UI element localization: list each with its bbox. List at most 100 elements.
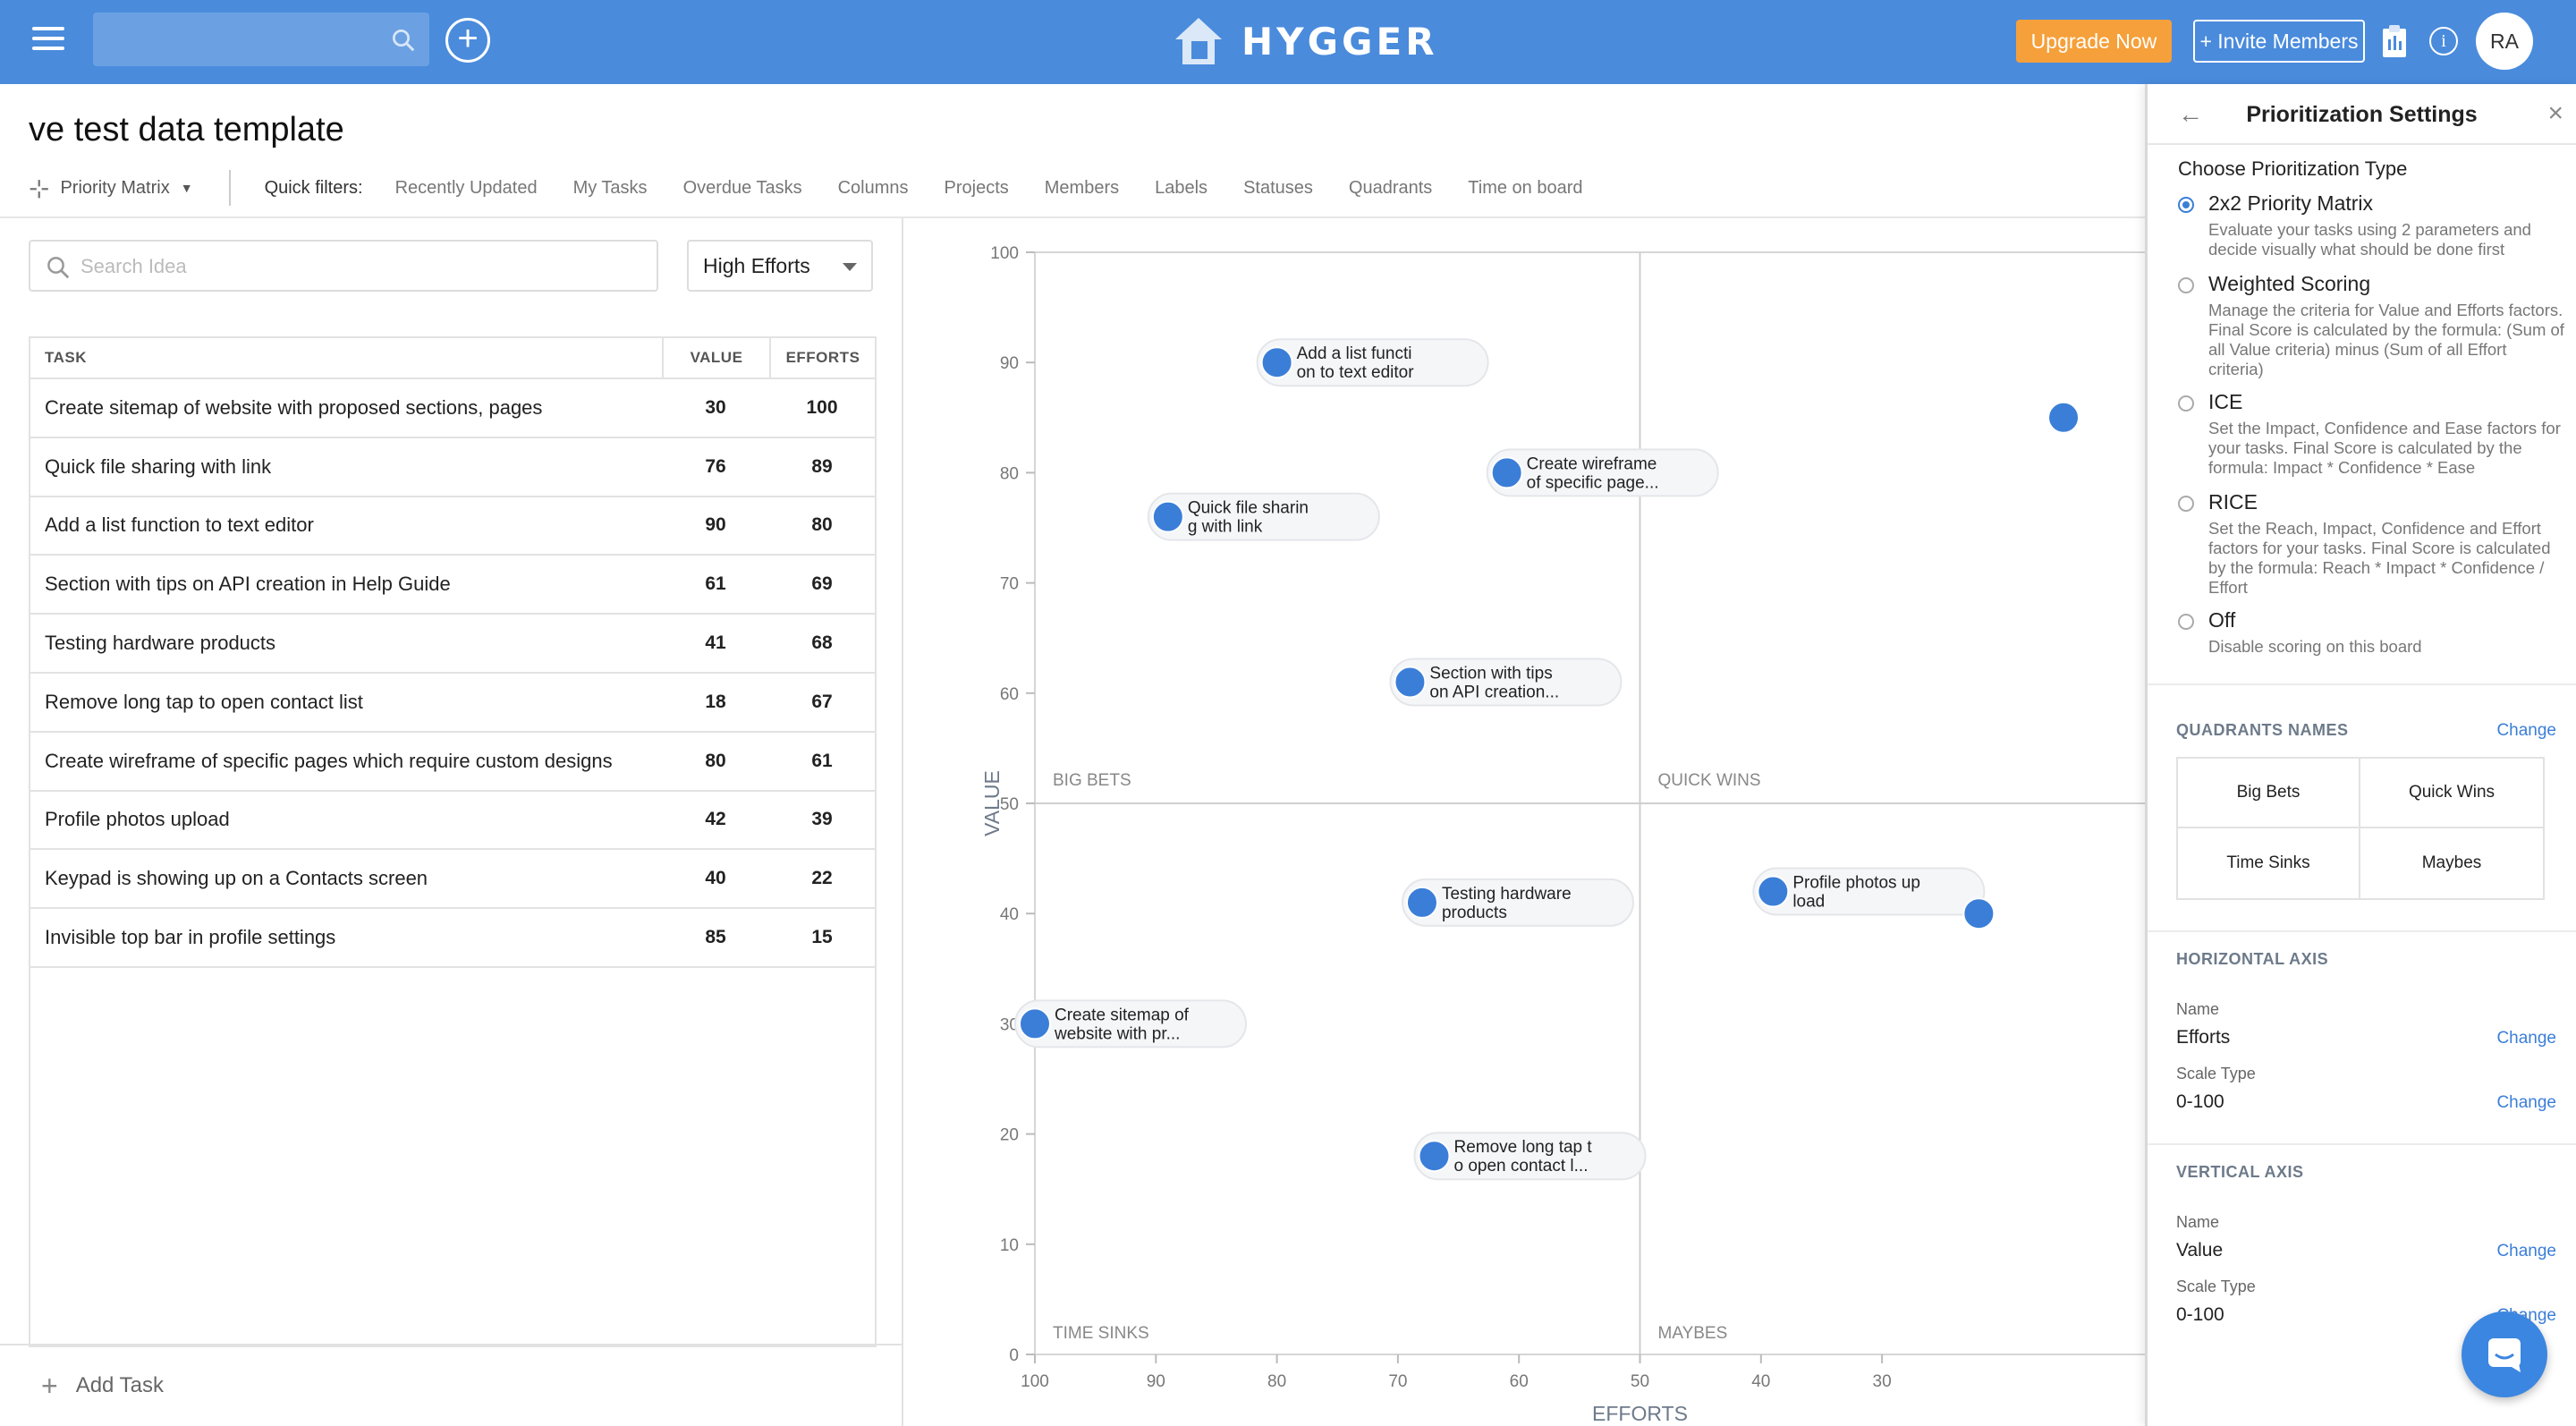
task-efforts: 22 [811,868,833,889]
menu-icon[interactable] [32,27,64,54]
hygger-logo[interactable]: HYGGER [1172,13,1438,70]
quick-filter-overdue-tasks[interactable]: Overdue Tasks [682,177,802,198]
task-name: Remove long tap to open contact list [45,690,363,713]
global-search-input[interactable] [93,13,429,66]
point-label-text: Testing hardware [1442,885,1572,904]
change-horizontal-name-link[interactable]: Change [2496,1029,2556,1048]
invite-members-button[interactable]: + Invite Members [2193,20,2365,63]
data-point [1757,875,1790,908]
x-axis-label: EFFORTS [1592,1402,1688,1425]
sort-select[interactable]: High Efforts [687,240,873,292]
radio-button[interactable] [2178,496,2194,512]
quick-filter-recently-updated[interactable]: Recently Updated [394,177,538,198]
radio-button[interactable] [2178,614,2194,630]
table-row[interactable]: Profile photos upload 42 39 [30,792,875,851]
settings-title: Prioritization Settings [2246,102,2478,127]
add-circle-icon[interactable]: + [445,18,490,63]
task-name: Invisible top bar in profile settings [45,926,336,949]
prioritization-option-2x2[interactable]: 2x2 Priority Matrix Evaluate your tasks … [2178,191,2563,259]
task-efforts: 15 [811,927,833,948]
horizontal-axis-title: HORIZONTAL AXIS [2176,950,2329,968]
option-name: Weighted Scoring [2208,272,2371,295]
quadrant-name-quick-wins: Quick Wins [2360,759,2543,828]
quick-filter-projects[interactable]: Projects [944,177,1009,198]
prioritization-option-off[interactable]: Off Disable scoring on this board [2178,608,2563,662]
point-label-text: products [1442,904,1507,922]
divider [2148,1143,2576,1145]
task-name: Profile photos upload [45,808,230,831]
point-label-text: load [1792,893,1825,912]
prioritization-option-rice[interactable]: RICE Set the Reach, Impact, Confidence a… [2178,490,2563,597]
y-tick-label: 70 [1000,575,1019,594]
table-row[interactable]: Quick file sharing with link 76 89 [30,438,875,497]
chat-support-button[interactable] [2462,1311,2547,1397]
column-header-efforts[interactable]: EFFORTS [769,338,875,378]
change-quadrants-link[interactable]: Change [2496,721,2556,740]
option-description: Evaluate your tasks using 2 parameters a… [2208,220,2531,259]
quadrant-label-maybes: MAYBES [1658,1324,1728,1343]
quick-filter-labels[interactable]: Labels [1155,177,1208,198]
task-efforts: 61 [811,750,833,771]
point-label-pill [1014,999,1247,1048]
horizontal-scale-value: 0-100 [2176,1091,2224,1112]
back-arrow-icon[interactable]: ← [2178,100,2203,128]
close-icon[interactable]: × [2547,98,2563,128]
change-vertical-name-link[interactable]: Change [2496,1242,2556,1260]
priority-matrix-svg: 0 10 20 30 40 50 60 70 80 90 100 100 90 80 70 60 50 40 30 E… [980,244,2145,1425]
y-tick-label: 80 [1000,464,1019,483]
board-title: ve test data template [29,111,344,149]
column-header-task[interactable]: TASK [45,349,88,366]
quick-filter-statuses[interactable]: Statuses [1243,177,1313,198]
info-icon[interactable]: i [2429,27,2458,55]
table-row[interactable]: Create sitemap of website with proposed … [30,379,875,438]
data-point [1490,456,1523,489]
quadrant-label-time-sinks: TIME SINKS [1053,1324,1149,1343]
point-label-pill [1147,492,1380,541]
task-table: TASK VALUE EFFORTS Create sitemap of web… [29,336,877,1347]
quadrant-label-quick-wins: QUICK WINS [1658,771,1761,790]
radio-button[interactable] [2178,277,2194,293]
horizontal-name-label: Name [2176,1000,2220,1018]
change-horizontal-scale-link[interactable]: Change [2496,1093,2556,1112]
point-label-text: o open contact l... [1453,1157,1588,1176]
task-value: 76 [705,455,726,477]
point-label-text: website with pr... [1054,1024,1180,1043]
task-value: 41 [705,632,726,654]
point-label-pill [1486,448,1719,497]
idea-search-input[interactable] [80,250,644,283]
divider [2148,930,2576,932]
prioritization-option-ice[interactable]: ICE Set the Impact, Confidence and Ease … [2178,390,2563,477]
table-row[interactable]: Create wireframe of specific pages which… [30,733,875,792]
idea-search-field[interactable] [29,240,658,292]
quick-filter-my-tasks[interactable]: My Tasks [572,177,648,198]
column-header-value[interactable]: VALUE [662,338,769,378]
upgrade-now-button[interactable]: Upgrade Now [2016,20,2172,63]
add-task-button[interactable]: + Add Task [0,1344,902,1426]
y-tick-label: 100 [990,244,1019,263]
table-row[interactable]: Remove long tap to open contact list 18 67 [30,674,875,733]
quick-filter-members[interactable]: Members [1044,177,1120,198]
task-efforts: 69 [811,573,833,595]
divider [2148,683,2576,685]
clipboard-icon[interactable] [2381,23,2408,59]
y-tick-label: 90 [1000,354,1019,373]
quick-filter-quadrants[interactable]: Quadrants [1348,177,1433,198]
quadrant-name-big-bets: Big Bets [2178,759,2360,828]
quick-filter-time-on-board[interactable]: Time on board [1468,177,1583,198]
table-row[interactable]: Invisible top bar in profile settings 85 1… [30,909,875,968]
option-name: Off [2208,608,2236,632]
table-row[interactable]: Keypad is showing up on a Contacts scree… [30,850,875,910]
user-avatar[interactable]: RA [2476,13,2533,70]
table-row[interactable]: Section with tips on API creation in Hel… [30,556,875,615]
radio-button[interactable] [2178,197,2194,213]
radio-button[interactable] [2178,395,2194,412]
table-row[interactable]: Testing hardware products 41 68 [30,615,875,674]
filter-bar: ⊹ Priority Matrix ▼ Quick filters: Recen… [29,170,1619,206]
view-selector-dropdown[interactable]: ⊹ Priority Matrix ▼ [29,174,193,203]
move-icon: ⊹ [29,174,50,202]
prioritization-option-weighted[interactable]: Weighted Scoring Manage the criteria for… [2178,272,2564,378]
point-label-pill [1389,658,1623,707]
table-row[interactable]: Add a list function to text editor 90 80 [30,497,875,556]
sort-select-value: High Efforts [703,254,810,277]
quick-filter-columns[interactable]: Columns [837,177,909,198]
